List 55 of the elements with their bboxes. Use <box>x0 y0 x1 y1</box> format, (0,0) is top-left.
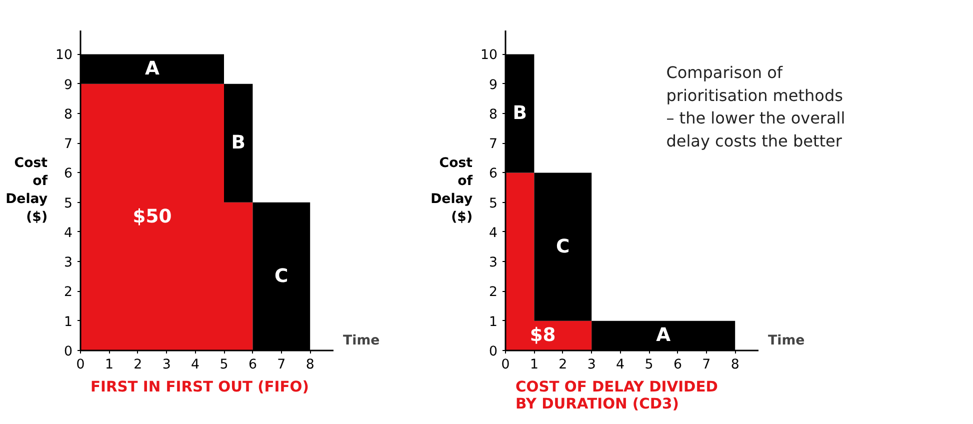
x-axis-title: Time <box>343 334 380 348</box>
annotation: B <box>231 132 246 154</box>
x-tick-label: 4 <box>616 358 625 372</box>
x-tick-label: 8 <box>730 358 740 372</box>
y-tick-label: 2 <box>489 285 498 300</box>
x-tick-label: 2 <box>134 358 142 372</box>
y-tick-label: 10 <box>480 48 498 64</box>
annotation: $8 <box>530 325 556 346</box>
x-tick-label: 5 <box>644 358 654 372</box>
y-tick-label: 7 <box>489 137 498 152</box>
y-tick-label: 3 <box>64 256 73 271</box>
y-tick-label: 6 <box>64 166 73 182</box>
annotation: $50 <box>132 206 172 228</box>
y-axis-title: Cost of Delay ($) <box>430 156 474 225</box>
text: FIRST IN FIRST OUT (FIFO) <box>90 378 309 396</box>
y-tick-label: 0 <box>64 344 73 360</box>
y-tick-label: 3 <box>489 256 498 271</box>
x-tick-label: 3 <box>587 358 596 372</box>
y-tick-label: 5 <box>489 196 498 212</box>
x-tick-label: 1 <box>530 358 538 372</box>
x-tick-label: 3 <box>162 358 171 372</box>
annotation: B <box>512 102 527 124</box>
x-tick-label: 1 <box>104 358 114 372</box>
y-tick-label: 4 <box>489 226 498 241</box>
y-tick-label: 9 <box>489 78 498 93</box>
y-tick-label: 4 <box>64 226 73 241</box>
y-tick-label: 5 <box>64 196 73 212</box>
x-tick-label: 0 <box>501 358 510 372</box>
x-tick-label: 6 <box>673 358 682 372</box>
x-tick-label: 6 <box>248 358 257 372</box>
y-tick-label: 1 <box>489 314 498 330</box>
annotation: A <box>656 325 672 346</box>
y-tick-label: 0 <box>489 344 498 360</box>
y-tick-label: 10 <box>56 48 73 64</box>
y-tick-label: 1 <box>64 314 73 330</box>
y-tick-label: 9 <box>64 78 73 93</box>
y-tick-label: 7 <box>64 137 73 152</box>
x-tick-label: 5 <box>220 358 228 372</box>
annotation: Comparison of prioritisation methods – the lower the overall delay costs the better <box>666 63 846 150</box>
annotation: C <box>274 266 288 287</box>
x-tick-label: 4 <box>191 358 200 372</box>
x-tick-label: 0 <box>76 358 85 372</box>
y-tick-label: 8 <box>489 107 498 122</box>
x-tick-label: 2 <box>558 358 568 372</box>
text: COST OF DELAY DIVIDED BY DURATION (CD3) <box>516 378 718 412</box>
x-tick-label: 8 <box>306 358 314 372</box>
y-axis-title: Cost of Delay ($) <box>6 156 48 225</box>
x-axis-title: Time <box>768 334 805 348</box>
y-tick-label: 6 <box>489 166 498 182</box>
annotation: C <box>556 236 570 258</box>
x-tick-label: 7 <box>702 358 711 372</box>
y-tick-label: 8 <box>64 107 73 122</box>
annotation: A <box>145 58 160 80</box>
y-tick-label: 2 <box>64 285 73 300</box>
x-tick-label: 7 <box>277 358 286 372</box>
